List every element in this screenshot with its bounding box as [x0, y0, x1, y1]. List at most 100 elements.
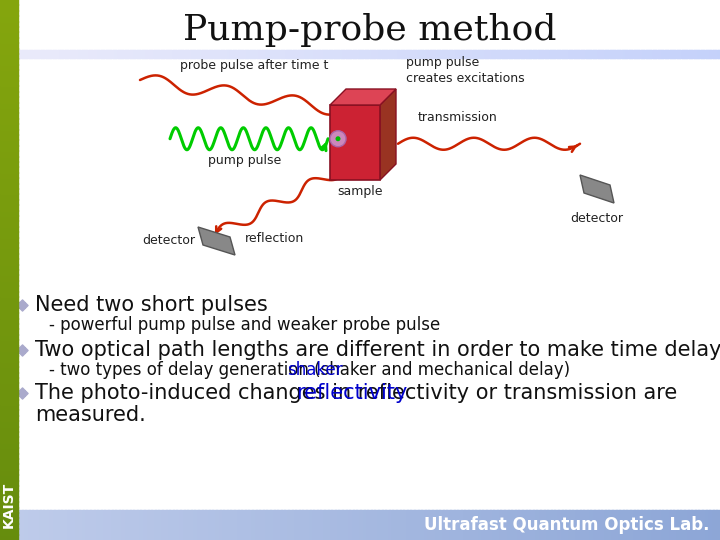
- Bar: [351, 50, 354, 58]
- Bar: [99, 50, 102, 58]
- Bar: [137, 50, 140, 58]
- Bar: [703, 50, 706, 58]
- Bar: [19, 50, 22, 58]
- Bar: [108, 510, 112, 540]
- Bar: [199, 50, 202, 58]
- Bar: [341, 50, 344, 58]
- Bar: [487, 50, 490, 58]
- Bar: [171, 50, 174, 58]
- Bar: [43, 50, 47, 58]
- Bar: [11, 510, 15, 540]
- Bar: [482, 510, 487, 540]
- Text: shaker: shaker: [287, 361, 342, 379]
- Bar: [0, 285, 18, 292]
- Bar: [0, 350, 18, 356]
- Bar: [492, 50, 495, 58]
- Bar: [0, 490, 18, 497]
- Bar: [168, 50, 171, 58]
- Bar: [43, 510, 48, 540]
- Bar: [5, 50, 8, 58]
- Bar: [185, 50, 188, 58]
- Bar: [652, 510, 656, 540]
- Bar: [379, 50, 382, 58]
- Bar: [0, 328, 18, 335]
- Bar: [0, 231, 18, 238]
- Bar: [120, 50, 123, 58]
- Bar: [473, 50, 476, 58]
- Bar: [391, 50, 395, 58]
- Bar: [444, 50, 447, 58]
- Bar: [408, 50, 411, 58]
- Bar: [139, 50, 143, 58]
- Bar: [667, 50, 670, 58]
- Bar: [317, 50, 320, 58]
- Bar: [221, 50, 224, 58]
- Bar: [716, 510, 720, 540]
- Bar: [0, 469, 18, 475]
- Bar: [441, 50, 445, 58]
- Bar: [346, 50, 349, 58]
- Bar: [655, 50, 659, 58]
- Bar: [34, 50, 37, 58]
- Bar: [0, 75, 18, 81]
- Bar: [389, 510, 393, 540]
- Bar: [540, 510, 544, 540]
- Bar: [187, 50, 191, 58]
- Bar: [439, 50, 443, 58]
- Bar: [27, 50, 30, 58]
- Bar: [595, 50, 598, 58]
- Bar: [0, 96, 18, 103]
- Bar: [403, 50, 407, 58]
- Bar: [110, 50, 114, 58]
- Bar: [58, 50, 61, 58]
- Bar: [202, 50, 205, 58]
- Bar: [22, 50, 25, 58]
- Bar: [0, 123, 18, 130]
- Bar: [86, 510, 91, 540]
- Text: measured.: measured.: [35, 405, 145, 425]
- Bar: [659, 510, 663, 540]
- Bar: [256, 510, 260, 540]
- Bar: [461, 510, 465, 540]
- Bar: [0, 15, 18, 22]
- Bar: [610, 50, 613, 58]
- Bar: [263, 510, 267, 540]
- Bar: [425, 510, 429, 540]
- Bar: [148, 510, 152, 540]
- Bar: [252, 50, 256, 58]
- Bar: [266, 50, 270, 58]
- Bar: [295, 50, 299, 58]
- Bar: [459, 50, 462, 58]
- Bar: [149, 50, 152, 58]
- Bar: [306, 510, 310, 540]
- Bar: [86, 50, 90, 58]
- Bar: [607, 50, 611, 58]
- Bar: [657, 50, 661, 58]
- Bar: [247, 50, 251, 58]
- Bar: [605, 50, 608, 58]
- Bar: [209, 510, 213, 540]
- Bar: [191, 510, 195, 540]
- Bar: [142, 50, 145, 58]
- Bar: [338, 510, 343, 540]
- Bar: [475, 50, 479, 58]
- Bar: [421, 510, 426, 540]
- Bar: [0, 112, 18, 119]
- Bar: [132, 50, 135, 58]
- Bar: [194, 510, 199, 540]
- Bar: [662, 510, 667, 540]
- Bar: [684, 50, 688, 58]
- Bar: [369, 50, 373, 58]
- Bar: [490, 510, 494, 540]
- Bar: [18, 510, 22, 540]
- Bar: [0, 210, 18, 216]
- Bar: [235, 50, 238, 58]
- Bar: [173, 510, 177, 540]
- Bar: [403, 510, 408, 540]
- Bar: [338, 50, 342, 58]
- Text: sample: sample: [337, 186, 383, 199]
- Bar: [151, 50, 155, 58]
- Bar: [0, 118, 18, 124]
- Bar: [0, 361, 18, 367]
- Bar: [31, 50, 35, 58]
